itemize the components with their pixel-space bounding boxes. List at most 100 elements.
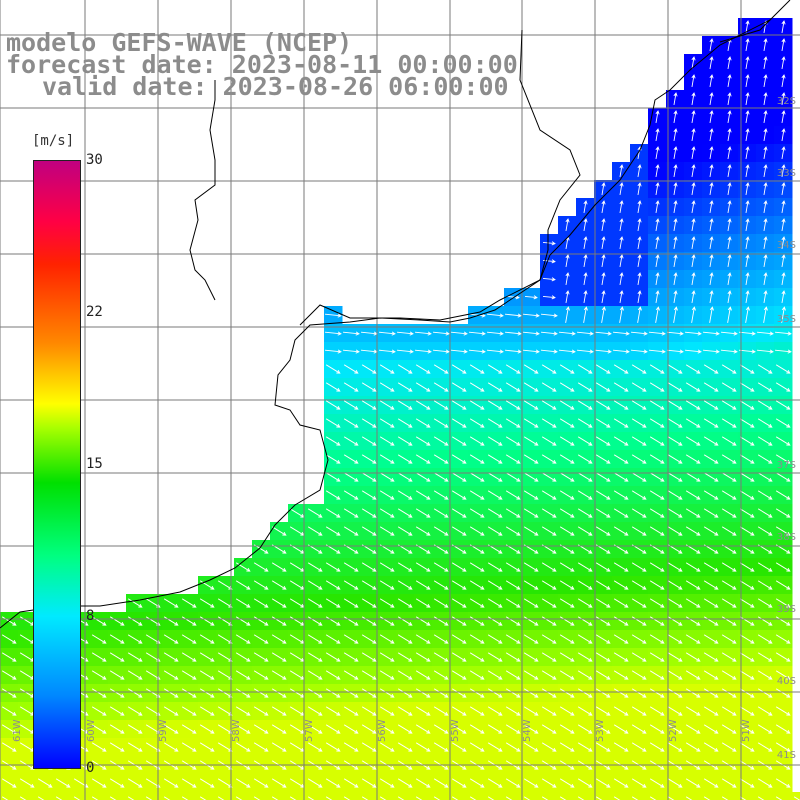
wind-arrow (631, 778, 647, 788)
wind-arrow (775, 580, 791, 590)
wind-arrow (595, 364, 611, 374)
wind-arrow (235, 670, 251, 680)
wind-arrow (199, 742, 215, 752)
wind-arrow (450, 349, 468, 354)
lat-label: 35S (776, 314, 796, 325)
wind-speed-cell (144, 792, 163, 800)
wind-arrow (703, 490, 719, 500)
wind-arrow (271, 778, 287, 788)
wind-arrow (505, 364, 521, 374)
wind-arrow (739, 382, 755, 392)
map-title-forecast-date: forecast date: 2023-08-11 00:00:00 (6, 50, 518, 79)
wind-arrow (601, 182, 606, 195)
wind-arrow (745, 74, 750, 87)
wind-arrow (433, 562, 449, 572)
wind-arrow (379, 706, 395, 716)
wind-arrow (541, 670, 557, 680)
wind-arrow (343, 742, 359, 752)
wind-arrow (595, 706, 611, 716)
wind-arrow (433, 436, 449, 446)
wind-arrow (397, 796, 405, 800)
wind-arrow (595, 490, 611, 500)
wind-speed-cell (720, 792, 739, 800)
wind-arrow (361, 724, 377, 734)
wind-arrow (739, 436, 755, 446)
wind-arrow (649, 724, 665, 734)
wind-arrow (109, 652, 125, 662)
wind-speed-cell (594, 792, 613, 800)
wind-arrow (721, 724, 737, 734)
wind-arrow (307, 670, 323, 680)
wind-arrow (343, 634, 359, 644)
wind-arrow (325, 472, 341, 482)
wind-arrow (595, 796, 603, 800)
wind-arrow (685, 382, 701, 392)
wind-arrow (781, 200, 786, 213)
wind-arrow (577, 418, 593, 428)
wind-arrow (433, 418, 449, 428)
wind-arrow (685, 634, 701, 644)
wind-arrow (325, 796, 333, 800)
wind-arrow (781, 92, 786, 105)
lat-label: 41S (776, 750, 796, 761)
wind-arrow (343, 382, 359, 392)
wind-arrow (469, 670, 485, 680)
wind-arrow (649, 490, 665, 500)
wind-arrow (613, 652, 629, 662)
wind-arrow (325, 454, 341, 464)
wind-arrow (325, 778, 341, 788)
wind-arrow (757, 670, 773, 680)
wind-arrow (595, 778, 611, 788)
wind-arrow (685, 364, 701, 374)
wind-arrow (709, 164, 714, 177)
wind-arrow (613, 634, 629, 644)
wind-arrow (757, 688, 773, 698)
wind-arrow (583, 254, 588, 267)
wind-arrow (342, 331, 360, 336)
wind-arrow (397, 616, 413, 626)
wind-arrow (727, 56, 732, 69)
wind-arrow (181, 742, 197, 752)
wind-arrow (307, 724, 323, 734)
wind-arrow (631, 670, 647, 680)
wind-arrow (631, 382, 647, 392)
wind-arrow (703, 688, 719, 698)
wind-arrow (673, 92, 678, 105)
wind-arrow (451, 724, 467, 734)
wind-arrow (487, 472, 503, 482)
wind-arrow (763, 56, 768, 69)
wind-arrow (541, 706, 557, 716)
wind-arrow (361, 670, 377, 680)
wind-arrow (673, 236, 678, 249)
wind-arrow (745, 164, 750, 177)
wind-arrow (595, 400, 611, 410)
wind-arrow (619, 182, 624, 195)
wind-arrow (727, 182, 732, 195)
wind-arrow (397, 562, 413, 572)
wind-arrow (619, 218, 624, 231)
wind-arrow (541, 796, 549, 800)
wind-arrow (361, 796, 369, 800)
wind-arrow (468, 331, 486, 336)
wind-arrow (709, 236, 714, 249)
wind-arrow (631, 796, 639, 800)
wind-arrow (649, 742, 665, 752)
wind-arrow (415, 364, 431, 374)
wind-arrow (577, 472, 593, 482)
wind-arrow (613, 364, 629, 374)
wind-arrow (685, 562, 701, 572)
wind-arrow (343, 598, 359, 608)
wind-arrow (343, 580, 359, 590)
wind-arrow (469, 688, 485, 698)
wind-arrow (631, 634, 647, 644)
wind-arrow (739, 778, 755, 788)
wind-arrow (649, 526, 665, 536)
wind-arrow (451, 652, 467, 662)
wind-arrow (540, 331, 558, 336)
wind-arrow (343, 778, 359, 788)
wind-arrow (397, 418, 413, 428)
wind-speed-cell (486, 792, 505, 800)
wind-arrow (703, 598, 719, 608)
wind-arrow (691, 236, 696, 249)
wind-arrow (505, 670, 521, 680)
